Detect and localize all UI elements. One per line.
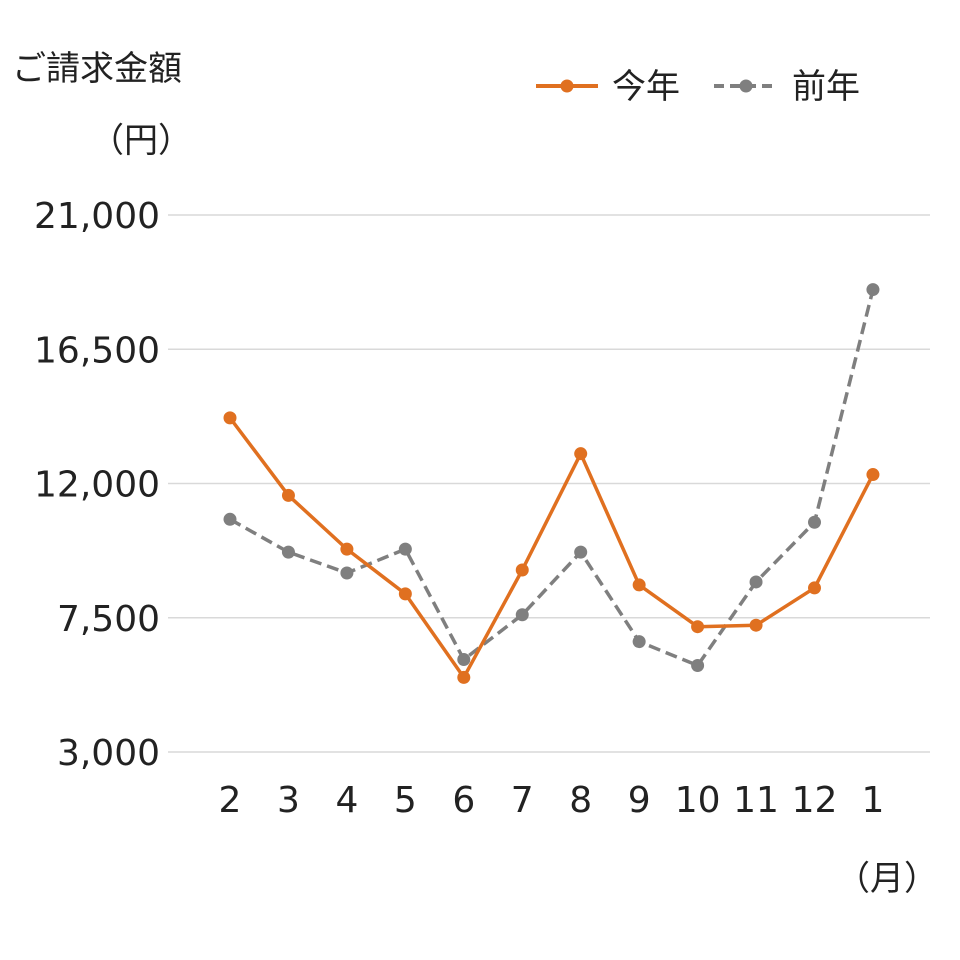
series-line-previous-year: [229, 289, 875, 668]
legend-swatch-previous-year-dot: [739, 79, 753, 93]
data-point: [281, 488, 295, 502]
y-tick-label: 3,000: [57, 733, 160, 774]
gridlines: [168, 214, 930, 753]
data-point: [281, 545, 295, 559]
legend-item-current-year: 今年: [536, 67, 680, 107]
x-tick-label: 3: [277, 780, 300, 821]
data-point: [632, 635, 646, 649]
legend-swatch-current-year-dot: [560, 79, 574, 93]
data-point: [808, 581, 821, 595]
x-tick-label: 11: [733, 780, 779, 821]
legend: 今年 前年: [536, 67, 860, 107]
data-point: [574, 447, 588, 461]
data-point: [808, 515, 821, 529]
data-point: [340, 542, 354, 556]
legend-label-current-year: 今年: [612, 67, 680, 107]
x-tick-label: 1: [861, 780, 884, 821]
y-tick-label: 16,500: [34, 330, 160, 371]
data-point: [398, 587, 412, 601]
data-point: [223, 411, 237, 425]
legend-label-previous-year: 前年: [792, 67, 860, 107]
x-tick-label: 6: [452, 780, 475, 821]
y-axis-title: ご請求金額: [12, 49, 182, 89]
x-tick-label: 8: [569, 780, 592, 821]
x-tick-label: 4: [335, 780, 358, 821]
series-group: [223, 283, 880, 684]
y-axis-unit: （円）: [90, 121, 192, 161]
data-point: [398, 542, 412, 556]
series-line-current-year: [228, 416, 875, 680]
x-axis-unit: （月）: [836, 859, 938, 899]
data-point: [223, 512, 237, 526]
data-point: [457, 670, 471, 684]
data-point: [691, 658, 705, 672]
x-tick-label: 10: [675, 780, 721, 821]
y-axis-ticks: 3,000 7,500 12,000 16,500 21,000: [34, 196, 160, 774]
data-point: [515, 563, 529, 577]
y-tick-label: 21,000: [34, 196, 160, 237]
y-tick-label: 7,500: [57, 599, 160, 640]
legend-item-previous-year: 前年: [714, 67, 860, 107]
data-point: [515, 608, 529, 622]
x-axis-ticks: 2 3 4 5 6 7 8 9 10 11 12 1: [219, 780, 885, 821]
x-tick-label: 2: [219, 780, 242, 821]
data-point: [749, 618, 763, 632]
data-point: [632, 578, 646, 592]
data-point: [457, 653, 471, 667]
data-point: [574, 545, 588, 559]
data-point: [749, 575, 763, 589]
x-tick-label: 9: [628, 780, 651, 821]
x-tick-label: 12: [792, 780, 838, 821]
y-tick-label: 12,000: [34, 465, 160, 506]
data-point: [866, 283, 880, 297]
x-tick-label: 5: [394, 780, 417, 821]
data-point: [340, 566, 354, 580]
data-point: [866, 468, 880, 482]
x-tick-label: 7: [511, 780, 534, 821]
data-point: [691, 620, 705, 634]
